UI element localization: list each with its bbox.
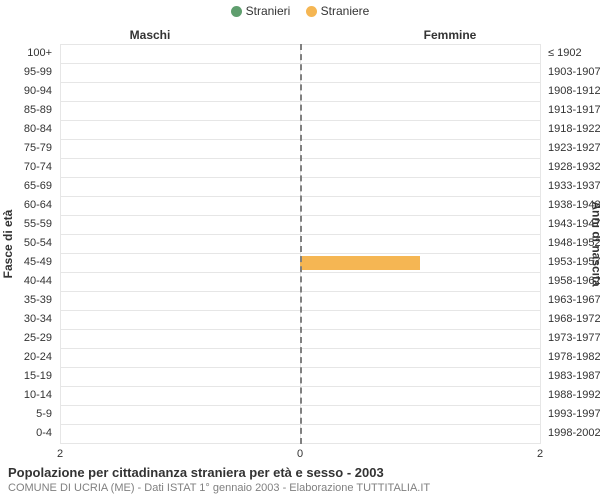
y-axis-right-labels: ≤ 19021903-19071908-19121913-19171918-19… <box>544 44 600 444</box>
y-left-label: 75-79 <box>0 139 52 158</box>
y-right-label: 1993-1997 <box>548 405 600 424</box>
legend-item-male: Stranieri <box>231 4 291 18</box>
plot-area <box>60 44 540 444</box>
y-left-label: 80-84 <box>0 120 52 139</box>
y-right-label: 1973-1977 <box>548 329 600 348</box>
y-right-label: 1933-1937 <box>548 177 600 196</box>
chart-footer: Popolazione per cittadinanza straniera p… <box>8 465 592 494</box>
legend: Stranieri Straniere <box>0 4 600 20</box>
x-axis-labels: 2 0 2 <box>60 448 540 462</box>
y-right-label: 1978-1982 <box>548 348 600 367</box>
y-right-label: 1998-2002 <box>548 424 600 443</box>
y-left-label: 65-69 <box>0 177 52 196</box>
y-left-label: 100+ <box>0 44 52 63</box>
y-right-label: 1958-1962 <box>548 272 600 291</box>
y-right-label: 1938-1942 <box>548 196 600 215</box>
y-right-label: 1948-1952 <box>548 234 600 253</box>
y-left-label: 90-94 <box>0 82 52 101</box>
x-tick-label: 0 <box>297 448 303 460</box>
y-left-label: 50-54 <box>0 234 52 253</box>
y-right-label: 1988-1992 <box>548 386 600 405</box>
y-right-label: 1953-1957 <box>548 253 600 272</box>
gridline-vertical <box>60 44 61 444</box>
chart-container: Stranieri Straniere Maschi Femmine Fasce… <box>0 0 600 500</box>
y-left-label: 15-19 <box>0 367 52 386</box>
y-left-label: 20-24 <box>0 348 52 367</box>
chart-subtitle: COMUNE DI UCRIA (ME) - Dati ISTAT 1° gen… <box>8 482 592 494</box>
legend-label: Stranieri <box>246 4 291 18</box>
column-header-male: Maschi <box>0 28 300 42</box>
x-tick-label: 2 <box>537 448 543 460</box>
y-left-label: 5-9 <box>0 405 52 424</box>
gridline-vertical <box>540 44 541 444</box>
y-left-label: 30-34 <box>0 310 52 329</box>
y-right-label: ≤ 1902 <box>548 44 600 63</box>
y-right-label: 1983-1987 <box>548 367 600 386</box>
bar-female <box>300 256 420 270</box>
y-right-label: 1913-1917 <box>548 101 600 120</box>
y-right-label: 1923-1927 <box>548 139 600 158</box>
y-right-label: 1908-1912 <box>548 82 600 101</box>
y-axis-left-labels: 100+95-9990-9485-8980-8475-7970-7465-696… <box>0 44 56 444</box>
y-right-label: 1968-1972 <box>548 310 600 329</box>
x-tick-label: 2 <box>57 448 63 460</box>
y-left-label: 35-39 <box>0 291 52 310</box>
center-divider <box>300 44 302 444</box>
chart-title: Popolazione per cittadinanza straniera p… <box>8 465 592 480</box>
y-left-label: 10-14 <box>0 386 52 405</box>
y-left-label: 45-49 <box>0 253 52 272</box>
y-left-label: 25-29 <box>0 329 52 348</box>
circle-icon <box>231 6 242 17</box>
column-header-female: Femmine <box>300 28 600 42</box>
y-left-label: 70-74 <box>0 158 52 177</box>
y-left-label: 60-64 <box>0 196 52 215</box>
y-right-label: 1903-1907 <box>548 63 600 82</box>
legend-label: Straniere <box>321 4 370 18</box>
y-left-label: 95-99 <box>0 63 52 82</box>
y-left-label: 0-4 <box>0 424 52 443</box>
y-left-label: 40-44 <box>0 272 52 291</box>
y-left-label: 85-89 <box>0 101 52 120</box>
circle-icon <box>306 6 317 17</box>
legend-item-female: Straniere <box>306 4 370 18</box>
y-right-label: 1918-1922 <box>548 120 600 139</box>
y-right-label: 1928-1932 <box>548 158 600 177</box>
y-right-label: 1963-1967 <box>548 291 600 310</box>
y-right-label: 1943-1947 <box>548 215 600 234</box>
y-left-label: 55-59 <box>0 215 52 234</box>
